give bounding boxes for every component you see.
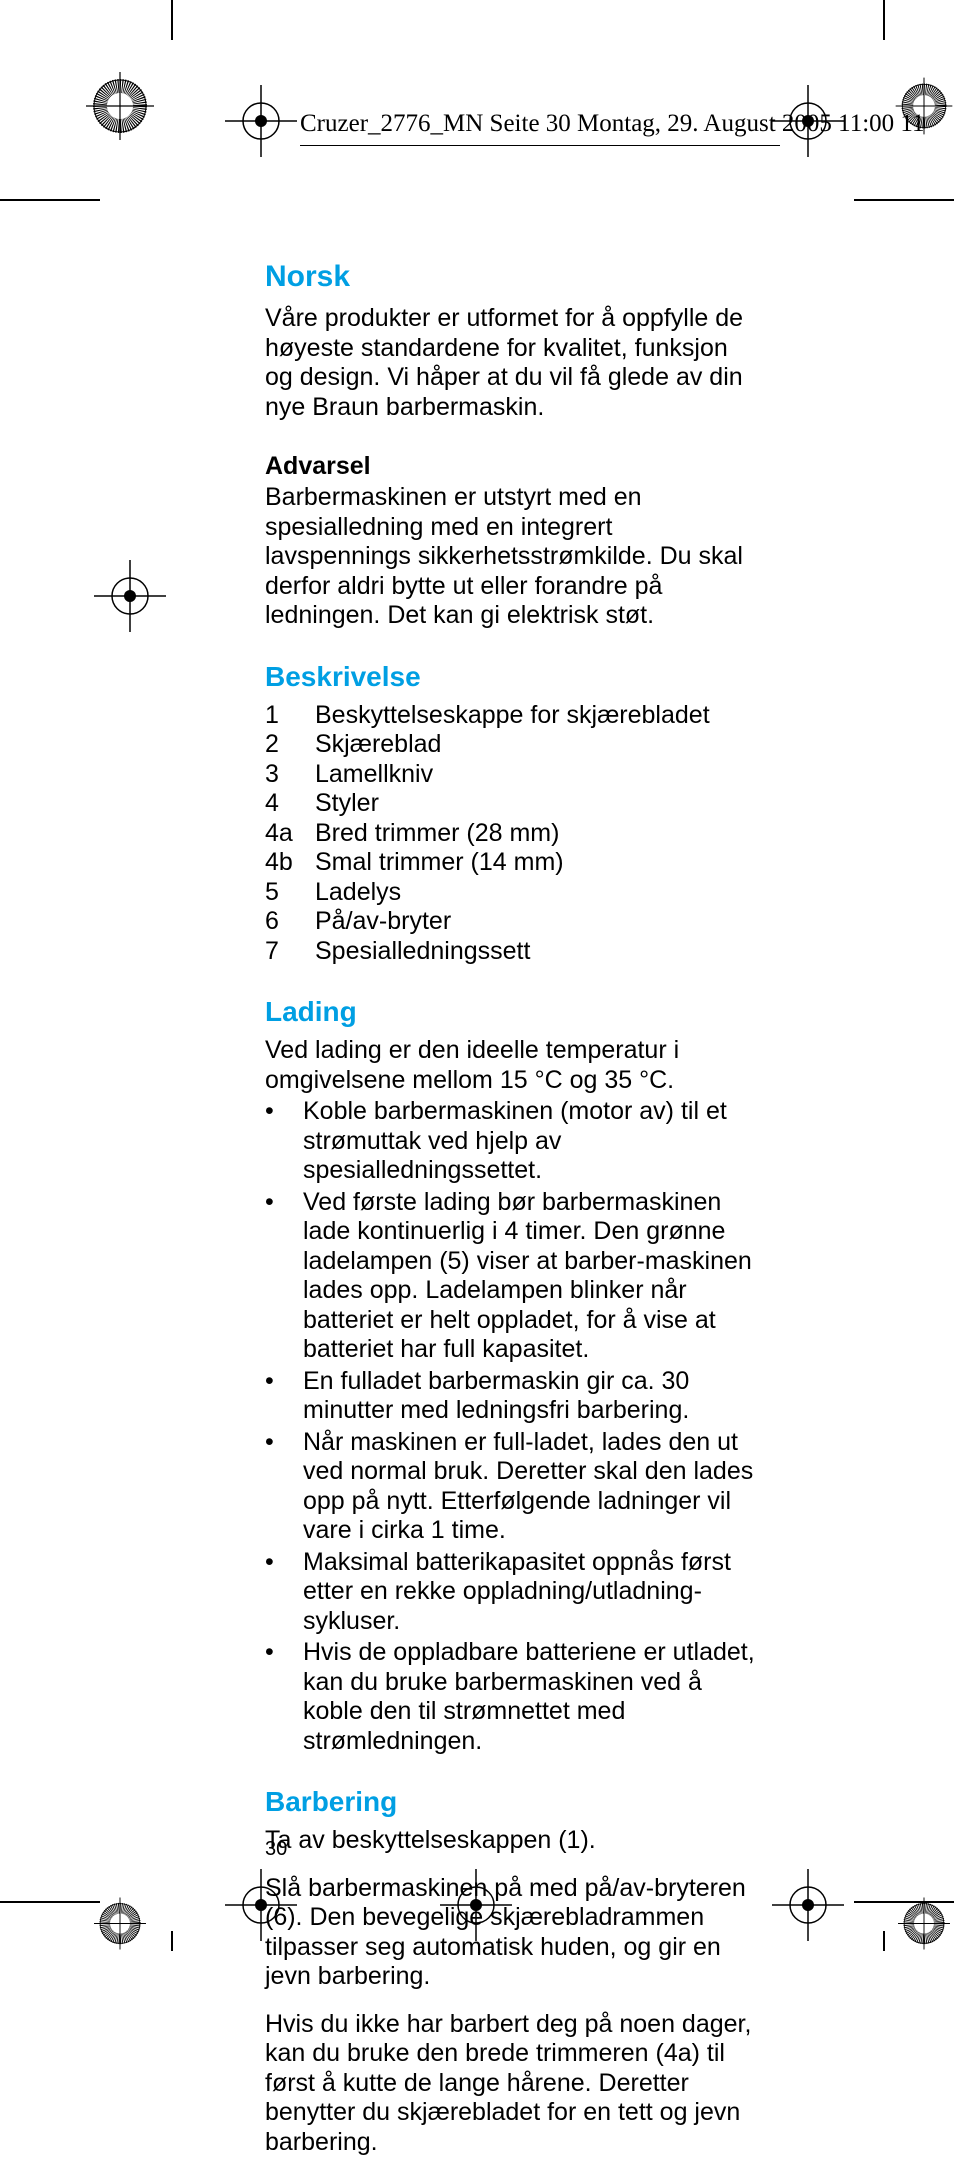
list-text: På/av-bryter [315, 907, 451, 937]
bullet-text: Koble barbermaskinen (motor av) til et s… [303, 1097, 755, 1186]
heading-lading: Lading [265, 996, 755, 1028]
beskrivelse-item: 4aBred trimmer (28 mm) [265, 819, 755, 849]
heading-advarsel: Advarsel [265, 452, 755, 481]
bullet-item: •Ved første lading bør barbermaskinen la… [265, 1188, 755, 1365]
registration-mark-icon [84, 70, 156, 142]
beskrivelse-item: 3Lamellkniv [265, 760, 755, 790]
registration-mark-icon [225, 85, 297, 157]
barbering-p1: Ta av beskyttelseskappen (1). [265, 1826, 755, 1856]
bullet-item: •Når maskinen er full-ladet, lades den u… [265, 1428, 755, 1546]
header-rule [300, 145, 780, 146]
list-text: Styler [315, 789, 379, 819]
beskrivelse-item: 6På/av-bryter [265, 907, 755, 937]
list-text: Spesialledningssett [315, 937, 530, 967]
bullet-item: •Koble barbermaskinen (motor av) til et … [265, 1097, 755, 1186]
bullet-item: •Hvis de oppladbare batteriene er utlade… [265, 1638, 755, 1756]
crop-line-v-br [883, 1931, 885, 1951]
intro-paragraph: Våre produkter er utformet for å oppfyll… [265, 304, 755, 422]
page-number: 30 [265, 1838, 287, 1861]
crop-line-top [0, 199, 100, 201]
list-number: 4b [265, 848, 315, 878]
bullet-text: Ved første lading bør barbermaskinen lad… [303, 1188, 755, 1365]
list-number: 1 [265, 701, 315, 731]
heading-beskrivelse: Beskrivelse [265, 661, 755, 693]
crop-line-v-bl [171, 1931, 173, 1951]
list-text: Skjæreblad [315, 730, 441, 760]
bullet-text: En fulladet barbermaskin gir ca. 30 minu… [303, 1367, 755, 1426]
list-number: 2 [265, 730, 315, 760]
registration-mark-icon [772, 1869, 844, 1941]
bullet-item: •En fulladet barbermaskin gir ca. 30 min… [265, 1367, 755, 1426]
list-number: 5 [265, 878, 315, 908]
beskrivelse-item: 5Ladelys [265, 878, 755, 908]
list-number: 4 [265, 789, 315, 819]
beskrivelse-item: 1Beskyttelseskappe for skjærebladet [265, 701, 755, 731]
registration-mark-icon [84, 1896, 156, 1951]
bullet-mark: • [265, 1097, 303, 1186]
list-text: Beskyttelseskappe for skjærebladet [315, 701, 710, 731]
bullet-text: Hvis de oppladbare batteriene er utladet… [303, 1638, 755, 1756]
crop-line-v-tl [171, 0, 173, 40]
bullet-item: •Maksimal batterikapasitet oppnås først … [265, 1548, 755, 1637]
list-number: 3 [265, 760, 315, 790]
page-content: Norsk Våre produkter er utformet for å o… [265, 260, 755, 2175]
lading-bullets: •Koble barbermaskinen (motor av) til et … [265, 1097, 755, 1756]
list-text: Smal trimmer (14 mm) [315, 848, 564, 878]
print-header-text: Cruzer_2776_MN Seite 30 Montag, 29. Augu… [300, 110, 925, 138]
advarsel-body: Barbermaskinen er utstyrt med en spesial… [265, 483, 755, 631]
beskrivelse-item: 4bSmal trimmer (14 mm) [265, 848, 755, 878]
beskrivelse-item: 2Skjæreblad [265, 730, 755, 760]
barbering-p3: Hvis du ikke har barbert deg på noen dag… [265, 2010, 755, 2158]
beskrivelse-item: 7Spesialledningssett [265, 937, 755, 967]
crop-line-v-tr [883, 0, 885, 40]
list-text: Lamellkniv [315, 760, 433, 790]
bullet-text: Når maskinen er full-ladet, lades den ut… [303, 1428, 755, 1546]
bullet-mark: • [265, 1188, 303, 1365]
heading-norsk: Norsk [265, 260, 755, 294]
lading-intro: Ved lading er den ideelle temperatur i o… [265, 1036, 755, 1095]
list-text: Bred trimmer (28 mm) [315, 819, 559, 849]
bullet-mark: • [265, 1638, 303, 1756]
beskrivelse-item: 4Styler [265, 789, 755, 819]
barbering-p2: Slå barbermaskinen på med på/av-bryteren… [265, 1874, 755, 1992]
list-number: 6 [265, 907, 315, 937]
beskrivelse-list: 1Beskyttelseskappe for skjærebladet2Skjæ… [265, 701, 755, 967]
bullet-text: Maksimal batterikapasitet oppnås først e… [303, 1548, 755, 1637]
bullet-mark: • [265, 1367, 303, 1426]
bullet-mark: • [265, 1428, 303, 1546]
bullet-mark: • [265, 1548, 303, 1637]
list-text: Ladelys [315, 878, 401, 908]
list-number: 7 [265, 937, 315, 967]
heading-barbering: Barbering [265, 1786, 755, 1818]
crop-line-top-r [854, 199, 954, 201]
registration-mark-icon [894, 1896, 954, 1951]
registration-mark-icon [94, 560, 166, 632]
list-number: 4a [265, 819, 315, 849]
